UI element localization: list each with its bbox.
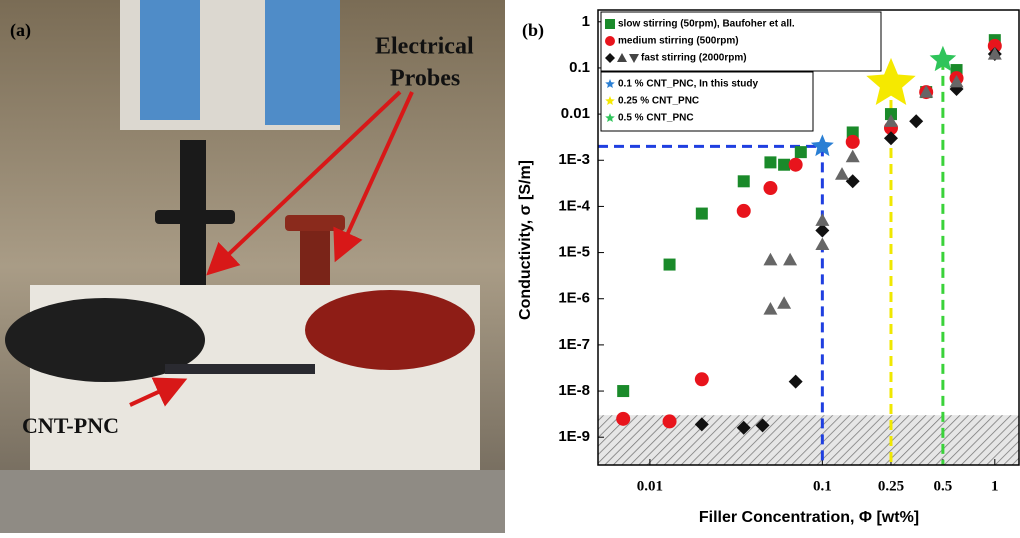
x-tick-label: 1 bbox=[991, 478, 999, 494]
legend: slow stirring (50rpm), Baufoher et all. m… bbox=[601, 12, 881, 71]
x-axis-label: Filler Concentration, Φ [wt%] bbox=[699, 509, 919, 526]
square-marker bbox=[738, 175, 750, 187]
legend-label: 0.5 % CNT_PNC bbox=[618, 113, 694, 124]
legend-label: 0.25 % CNT_PNC bbox=[618, 96, 699, 107]
circle-marker bbox=[605, 36, 615, 46]
legend-label: 0.1 % CNT_PNC, In this study bbox=[618, 79, 758, 90]
circle-marker bbox=[763, 181, 777, 195]
x-tick-label: 0.5 bbox=[934, 478, 953, 494]
y-tick-label: 1E-8 bbox=[558, 382, 590, 399]
panel-label: (a) bbox=[10, 20, 31, 41]
blue-tape bbox=[265, 0, 340, 125]
circle-marker bbox=[663, 414, 677, 428]
square-marker bbox=[795, 146, 807, 158]
x-tick-label: 0.01 bbox=[637, 478, 663, 494]
probes-label: Probes bbox=[390, 66, 460, 92]
y-tick-label: 0.01 bbox=[561, 105, 590, 122]
noise-floor-band bbox=[598, 415, 1019, 465]
legend-label: slow stirring (50rpm), Baufoher et all. bbox=[618, 19, 795, 30]
x-tick-label: 0.1 bbox=[813, 478, 832, 494]
panel-label: (b) bbox=[522, 20, 544, 41]
red-probe-flange bbox=[285, 215, 345, 231]
sample-rod bbox=[165, 364, 315, 374]
y-tick-label: 1E-4 bbox=[558, 197, 590, 214]
square-marker bbox=[605, 19, 615, 29]
square-marker bbox=[778, 159, 790, 171]
y-tick-label: 1E-5 bbox=[558, 244, 590, 261]
circle-marker bbox=[789, 158, 803, 172]
base bbox=[0, 470, 505, 533]
y-axis-label: Conductivity, σ [S/m] bbox=[517, 160, 534, 320]
probes-label: Electrical bbox=[375, 34, 474, 60]
y-tick-label: 0.1 bbox=[569, 59, 590, 76]
circle-marker bbox=[616, 412, 630, 426]
legend-label: medium stirring (500rpm) bbox=[618, 36, 739, 47]
blue-tape bbox=[140, 0, 200, 120]
circle-marker bbox=[695, 372, 709, 386]
y-tick-label: 1E-6 bbox=[558, 290, 590, 307]
circle-marker bbox=[737, 204, 751, 218]
square-marker bbox=[696, 208, 708, 220]
legend: 0.1 % CNT_PNC, In this study 0.25 % CNT_P… bbox=[601, 72, 813, 131]
black-probe-flange bbox=[155, 210, 235, 224]
red-clip bbox=[305, 290, 475, 370]
figure: (a) Electrical Probes CNT-PNC (b) 1 0.1 0.… bbox=[0, 0, 1020, 533]
legend-label: fast stirring (2000rpm) bbox=[641, 53, 747, 64]
y-tick-label: 1E-3 bbox=[558, 151, 590, 168]
page: (a) Electrical Probes CNT-PNC (b) 1 0.1 0.… bbox=[0, 0, 1020, 538]
circle-marker bbox=[846, 135, 860, 149]
photo: (a) Electrical Probes CNT-PNC bbox=[0, 0, 505, 533]
y-tick-label: 1E-7 bbox=[558, 336, 590, 353]
sample-label: CNT-PNC bbox=[22, 413, 119, 438]
square-marker bbox=[617, 385, 629, 397]
square-marker bbox=[764, 156, 776, 168]
y-tick-label: 1 bbox=[582, 13, 590, 30]
y-tick-label: 1E-9 bbox=[558, 428, 590, 445]
square-marker bbox=[664, 259, 676, 271]
chart: 1 0.1 0.01 1E-3 1E-4 1E-5 1E-6 1E-7 1E-8 1E-9 0.01… bbox=[517, 10, 1019, 526]
x-tick-label: 0.25 bbox=[878, 478, 904, 494]
